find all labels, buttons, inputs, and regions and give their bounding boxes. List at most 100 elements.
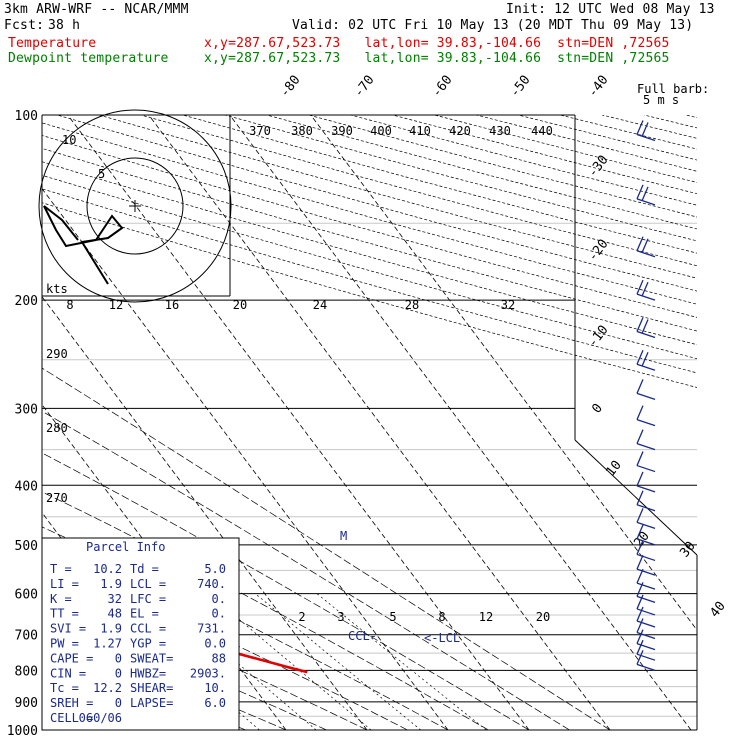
isotherm bbox=[148, 115, 611, 730]
wind-barb bbox=[636, 639, 656, 661]
wind-barb-flag bbox=[636, 379, 644, 394]
hodograph-ring-10 bbox=[38, 109, 232, 303]
parcel-field-label: SVI = bbox=[50, 622, 86, 636]
wind-barb-staff bbox=[636, 442, 656, 451]
dry-adiabat bbox=[224, 115, 697, 242]
parcel-field-value: 6.0 bbox=[204, 696, 226, 710]
wind-barb-staff bbox=[636, 198, 656, 206]
parcel-field-value: 0. bbox=[212, 592, 226, 606]
parcel-field-value: 10.2 bbox=[93, 562, 122, 576]
parcel-field-value: 12.2 bbox=[93, 681, 122, 695]
theta-label: 370 bbox=[249, 124, 271, 138]
wind-barb-flag bbox=[641, 186, 649, 202]
parcel-field-value: 060/06 bbox=[79, 711, 122, 725]
theta-low-label: 280 bbox=[46, 421, 68, 435]
pressure-tick-label: 800 bbox=[15, 664, 38, 679]
dry-adiabat bbox=[476, 115, 697, 172]
wind-barb-flag bbox=[636, 582, 644, 597]
parcel-field-label: TT = bbox=[50, 607, 79, 621]
temperature-tick-label: 10 bbox=[603, 458, 624, 480]
isotherm bbox=[229, 115, 692, 730]
wind-barb bbox=[636, 405, 656, 427]
wind-barb-staff bbox=[636, 419, 656, 427]
parcel-field-label: LAPSE= bbox=[130, 696, 173, 710]
wind-barb-flag bbox=[636, 650, 644, 665]
wind-barb-staff bbox=[636, 133, 656, 142]
wind-barb bbox=[636, 429, 656, 451]
parcel-info-title: Parcel Info bbox=[86, 540, 165, 554]
wind-barb-flag bbox=[636, 120, 644, 135]
wind-barb-flag bbox=[636, 606, 644, 622]
pressure-tick-label: 1000 bbox=[7, 724, 38, 739]
parcel-field-label: LCL = bbox=[130, 577, 166, 591]
pressure-tick-label: 400 bbox=[15, 479, 38, 494]
wind-barb-flag bbox=[636, 471, 644, 487]
wind-barb-flag bbox=[641, 122, 649, 137]
wind-barb-staff bbox=[636, 608, 656, 616]
wind-barb-staff bbox=[636, 642, 656, 651]
temperature-location: x,y=287.67,523.73 lat,lon= 39.83,-104.66… bbox=[204, 36, 670, 51]
parcel-field-value: 0.0 bbox=[204, 637, 226, 651]
right-frame-diagonal bbox=[574, 439, 698, 556]
pressure-tick-label: 500 bbox=[15, 539, 38, 554]
wind-barb bbox=[636, 490, 656, 512]
hodograph-units: kts bbox=[46, 282, 68, 296]
pressure-tick-label: 600 bbox=[15, 588, 38, 603]
isotherm bbox=[310, 115, 697, 631]
wind-barb-flag bbox=[636, 629, 644, 644]
wind-barb-flag bbox=[636, 554, 644, 570]
wind-barb-staff bbox=[636, 620, 656, 628]
parcel-field-label: Tc = bbox=[50, 681, 79, 695]
dewpoint-location: x,y=287.67,523.73 lat,lon= 39.83,-104.66… bbox=[204, 51, 670, 66]
parcel-field-label: LI = bbox=[50, 577, 79, 591]
wind-barb bbox=[636, 554, 656, 576]
wind-barb-flag bbox=[636, 236, 644, 251]
mixing-ratio-label: 8 bbox=[438, 610, 445, 624]
hodograph-ring-label-5: 5 bbox=[98, 167, 105, 181]
wind-barb-staff bbox=[636, 464, 656, 473]
parcel-info-box bbox=[41, 537, 240, 731]
parcel-field-value: 5.0 bbox=[204, 562, 226, 576]
speed-scale-label: 12 bbox=[109, 298, 123, 312]
wind-barb-flag bbox=[636, 568, 644, 584]
mixing-ratio-label: 5 bbox=[389, 610, 396, 624]
temperature-tick-label: 40 bbox=[707, 599, 728, 621]
dry-adiabat bbox=[602, 115, 697, 139]
parcel-field-label: HWBZ= bbox=[130, 666, 166, 680]
moist-adiabat bbox=[42, 526, 449, 730]
pressure-tick-label: 700 bbox=[15, 629, 38, 644]
wind-barb-staff bbox=[636, 485, 656, 493]
m-marker: M bbox=[340, 529, 347, 543]
mixing-ratio-line bbox=[255, 593, 422, 730]
wind-barb-staff bbox=[636, 330, 656, 339]
wind-barb-flag bbox=[636, 279, 644, 295]
parcel-field-label: EL = bbox=[130, 607, 159, 621]
speed-scale-label: 8 bbox=[66, 298, 73, 312]
wind-barb-flag bbox=[636, 540, 644, 555]
wind-barb-flag bbox=[636, 639, 644, 655]
parcel-field-label: CELL = bbox=[50, 711, 93, 725]
parcel-field-label: Td = bbox=[130, 562, 159, 576]
wind-barb bbox=[636, 594, 656, 616]
temperature-tick-label: -10 bbox=[585, 323, 611, 351]
theta-label: 390 bbox=[331, 124, 353, 138]
wind-barb bbox=[636, 582, 656, 603]
temperature-tick-label: 30 bbox=[677, 539, 698, 561]
dry-adiabat bbox=[350, 115, 697, 206]
wind-barb bbox=[636, 524, 656, 546]
wind-barb bbox=[636, 279, 656, 301]
parcel-field-value: 0 bbox=[115, 666, 122, 680]
parcel-field-label: CCL = bbox=[130, 622, 166, 636]
parcel-field-label: SHEAR= bbox=[130, 681, 173, 695]
wind-barb bbox=[636, 236, 656, 258]
hodograph-ring-5 bbox=[86, 157, 184, 255]
parcel-field-label: K = bbox=[50, 592, 72, 606]
model-title: 3km ARW-WRF -- NCAR/MMM bbox=[4, 2, 189, 17]
wind-barb-flag bbox=[636, 451, 644, 466]
wind-barb-flag bbox=[641, 351, 649, 367]
parcel-field-value: 32 bbox=[108, 592, 122, 606]
parcel-field-value: 1.27 bbox=[93, 637, 122, 651]
moist-adiabat bbox=[42, 608, 327, 730]
theta-label: 380 bbox=[291, 124, 313, 138]
parcel-field-value: 10. bbox=[204, 681, 226, 695]
